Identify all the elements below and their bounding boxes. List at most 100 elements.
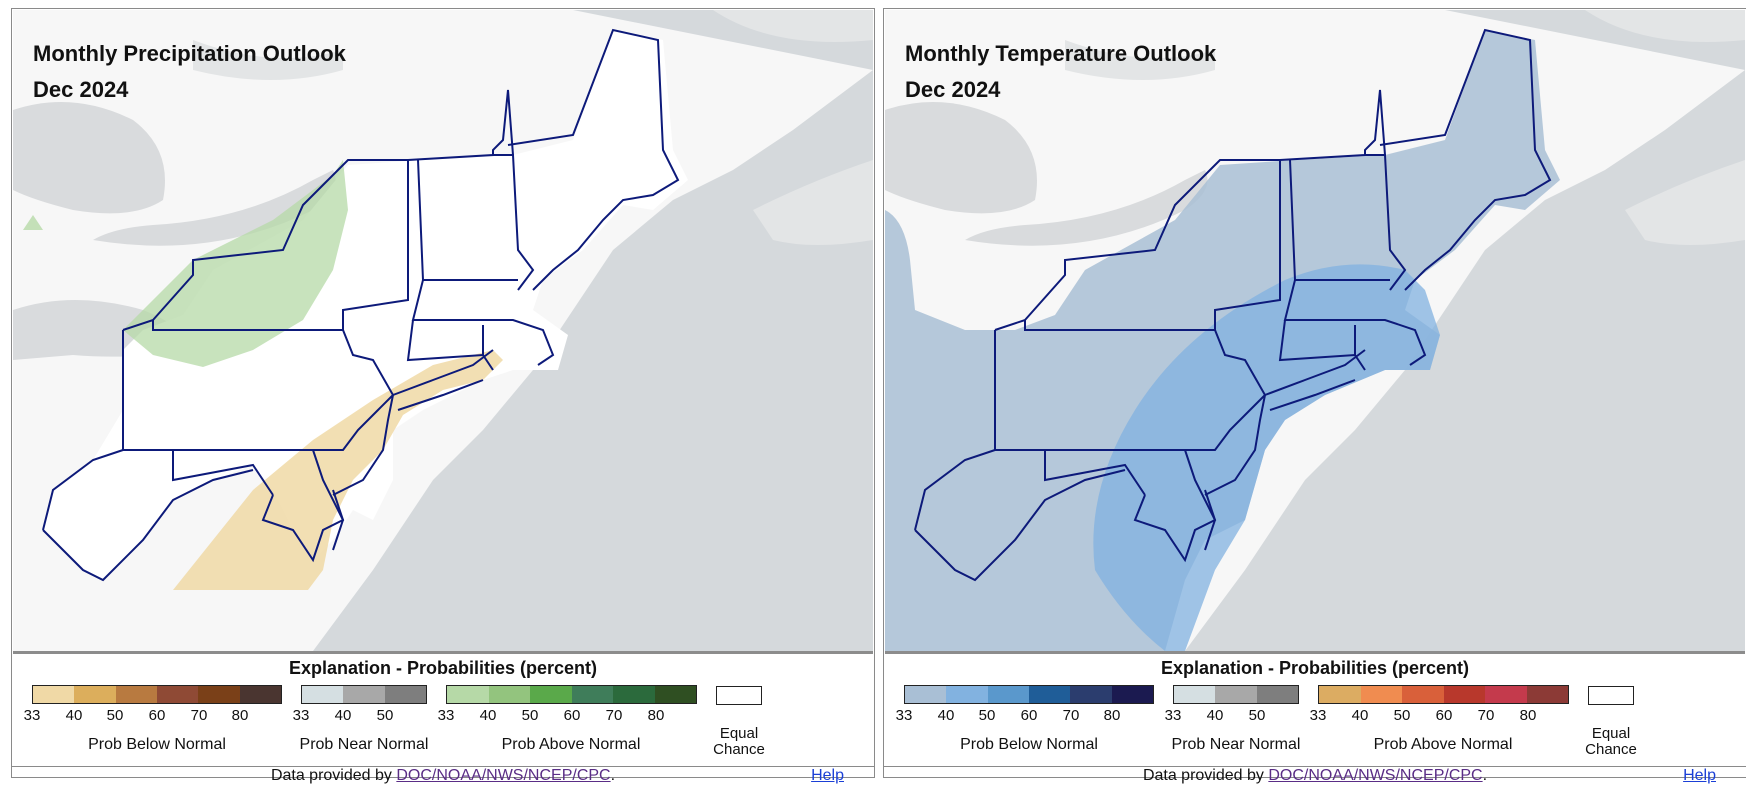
help-link[interactable]: Help bbox=[811, 767, 844, 784]
legend: Explanation - Probabilities (percent) 33… bbox=[12, 654, 874, 764]
legend-swatch bbox=[74, 686, 116, 703]
tick-label: 50 bbox=[376, 707, 394, 724]
tick-label: 70 bbox=[605, 707, 623, 724]
legend-swatch bbox=[447, 686, 489, 703]
legend-swatch bbox=[1319, 686, 1361, 703]
tick-label: 50 bbox=[106, 707, 124, 724]
tick-label: 40 bbox=[479, 707, 497, 724]
footer: Data provided by DOC/NOAA/NWS/NCEP/CPC. … bbox=[884, 766, 1746, 784]
tick-label: 60 bbox=[1020, 707, 1038, 724]
tick-label: 33 bbox=[23, 707, 41, 724]
near-normal-label: Prob Near Normal bbox=[299, 736, 429, 753]
temperature-map-svg bbox=[885, 10, 1745, 651]
legend-swatch bbox=[33, 686, 75, 703]
map-title: Monthly Precipitation Outlook bbox=[33, 41, 346, 66]
footer: Data provided by DOC/NOAA/NWS/NCEP/CPC. … bbox=[12, 766, 874, 784]
legend-swatch bbox=[1070, 686, 1112, 703]
tick-label: 33 bbox=[1309, 707, 1327, 724]
legend-swatch bbox=[156, 686, 199, 703]
map-title-block: Monthly Temperature Outlook Dec 2024 bbox=[905, 36, 1216, 108]
legend-swatch bbox=[946, 686, 988, 703]
tick-label: 80 bbox=[1519, 707, 1537, 724]
equal-chance-label: Equal Chance bbox=[1585, 725, 1637, 758]
below-normal-label: Prob Below Normal bbox=[88, 736, 226, 753]
legend-swatch bbox=[654, 686, 696, 703]
above-normal-color-bar bbox=[446, 685, 697, 704]
tick-label: 33 bbox=[437, 707, 455, 724]
precipitation-map-svg bbox=[13, 10, 873, 651]
footer-prefix: Data provided by bbox=[1142, 767, 1264, 784]
legend-swatch bbox=[571, 686, 613, 703]
legend-swatch bbox=[384, 686, 426, 703]
tick-label: 40 bbox=[1351, 707, 1369, 724]
legend-swatch bbox=[343, 686, 385, 703]
below-normal-label: Prob Below Normal bbox=[960, 736, 1098, 753]
equal-chance-swatch bbox=[1588, 686, 1634, 705]
tick-label: 50 bbox=[978, 707, 996, 724]
tick-label: 80 bbox=[647, 707, 665, 724]
footer-credit: Data provided by DOC/NOAA/NWS/NCEP/CPC. bbox=[12, 767, 874, 785]
tick-label: 60 bbox=[563, 707, 581, 724]
tick-label: 60 bbox=[1435, 707, 1453, 724]
footer-credit: Data provided by DOC/NOAA/NWS/NCEP/CPC. bbox=[884, 767, 1746, 785]
tick-label: 70 bbox=[1477, 707, 1495, 724]
tick-label: 40 bbox=[65, 707, 83, 724]
legend-swatch bbox=[115, 686, 157, 703]
above-normal-label: Prob Above Normal bbox=[501, 736, 641, 753]
tick-label: 40 bbox=[937, 707, 955, 724]
legend-swatch bbox=[987, 686, 1029, 703]
legend-title: Explanation - Probabilities (percent) bbox=[288, 658, 598, 678]
data-source-link[interactable]: DOC/NOAA/NWS/NCEP/CPC bbox=[396, 767, 611, 784]
tick-label: 33 bbox=[1164, 707, 1182, 724]
legend-swatch bbox=[198, 686, 240, 703]
legend-swatch bbox=[905, 686, 947, 703]
legend-swatch bbox=[488, 686, 530, 703]
temperature-map: Monthly Temperature Outlook Dec 2024 bbox=[885, 10, 1745, 654]
legend-swatch bbox=[1256, 686, 1298, 703]
legend-swatch bbox=[1215, 686, 1257, 703]
footer-prefix: Data provided by bbox=[270, 767, 392, 784]
near-normal-color-bar bbox=[1173, 685, 1299, 704]
legend-swatch bbox=[1526, 686, 1568, 703]
map-title-block: Monthly Precipitation Outlook Dec 2024 bbox=[33, 36, 346, 108]
equal-chance-swatch bbox=[716, 686, 762, 705]
tick-label: 40 bbox=[1206, 707, 1224, 724]
tick-label: 50 bbox=[1248, 707, 1266, 724]
legend-swatch bbox=[613, 686, 655, 703]
legend-swatch bbox=[1360, 686, 1402, 703]
tick-label: 40 bbox=[334, 707, 352, 724]
legend-swatch bbox=[1485, 686, 1527, 703]
above-normal-color-bar bbox=[1318, 685, 1569, 704]
footer-suffix: . bbox=[1482, 767, 1488, 784]
tick-label: 80 bbox=[231, 707, 249, 724]
legend-swatch bbox=[1028, 686, 1071, 703]
below-normal-color-bar bbox=[32, 685, 282, 704]
precipitation-map: Monthly Precipitation Outlook Dec 2024 bbox=[13, 10, 873, 654]
near-normal-color-bar bbox=[301, 685, 427, 704]
help-link[interactable]: Help bbox=[1683, 767, 1716, 784]
tick-label: 80 bbox=[1103, 707, 1121, 724]
legend-swatch bbox=[530, 686, 572, 703]
legend-swatch bbox=[1174, 686, 1216, 703]
map-subtitle: Dec 2024 bbox=[905, 77, 1001, 102]
legend-swatch bbox=[302, 686, 344, 703]
tick-label: 70 bbox=[190, 707, 208, 724]
tick-label: 50 bbox=[521, 707, 539, 724]
precipitation-outlook-panel: Monthly Precipitation Outlook Dec 2024 E… bbox=[11, 8, 875, 784]
map-subtitle: Dec 2024 bbox=[33, 77, 129, 102]
equal-chance-label: Equal Chance bbox=[713, 725, 765, 758]
legend-title: Explanation - Probabilities (percent) bbox=[1160, 658, 1470, 678]
above-normal-label: Prob Above Normal bbox=[1373, 736, 1513, 753]
tick-label: 33 bbox=[895, 707, 913, 724]
footer-suffix: . bbox=[610, 767, 616, 784]
tick-label: 50 bbox=[1393, 707, 1411, 724]
tick-label: 70 bbox=[1062, 707, 1080, 724]
tick-label: 33 bbox=[292, 707, 310, 724]
below-normal-color-bar bbox=[904, 685, 1154, 704]
legend-swatch bbox=[1402, 686, 1444, 703]
data-source-link[interactable]: DOC/NOAA/NWS/NCEP/CPC bbox=[1268, 767, 1483, 784]
map-title: Monthly Temperature Outlook bbox=[905, 41, 1217, 66]
near-normal-label: Prob Near Normal bbox=[1171, 736, 1301, 753]
legend: Explanation - Probabilities (percent) 33… bbox=[884, 654, 1746, 764]
legend-swatch bbox=[239, 686, 281, 703]
